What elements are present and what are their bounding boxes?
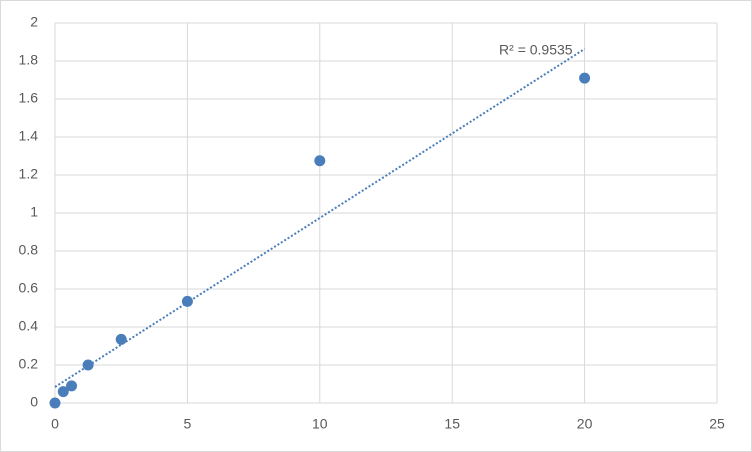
- y-tick-label: 1.8: [19, 52, 39, 68]
- y-tick-label: 0.8: [19, 242, 39, 258]
- y-tick-label: 1.4: [19, 128, 39, 144]
- point: [181, 295, 193, 307]
- y-tick-label: 1.6: [19, 90, 39, 106]
- y-tick-label: 2: [30, 14, 38, 30]
- x-tick-label: 15: [444, 416, 460, 432]
- trendline: [54, 48, 586, 388]
- y-tick-label: 0.6: [19, 280, 39, 296]
- x-tick-label: 25: [709, 416, 725, 432]
- y-tick-label: 1.2: [19, 166, 39, 182]
- y-tick-label: 1: [30, 204, 38, 220]
- point: [49, 397, 61, 409]
- x-tick-label: 5: [184, 416, 192, 432]
- y-tick-label: 0.4: [19, 318, 39, 334]
- point: [82, 359, 94, 371]
- y-tick-label: 0.2: [19, 356, 39, 372]
- y-tick-label: 0: [30, 394, 38, 410]
- point: [579, 72, 591, 84]
- point: [66, 380, 78, 392]
- x-tick-label: 10: [312, 416, 328, 432]
- x-tick-label: 0: [51, 416, 59, 432]
- point: [115, 333, 127, 345]
- annotation: R² = 0.9535: [499, 42, 573, 58]
- point: [314, 155, 326, 167]
- x-tick-label: 20: [577, 416, 593, 432]
- point: [57, 386, 69, 398]
